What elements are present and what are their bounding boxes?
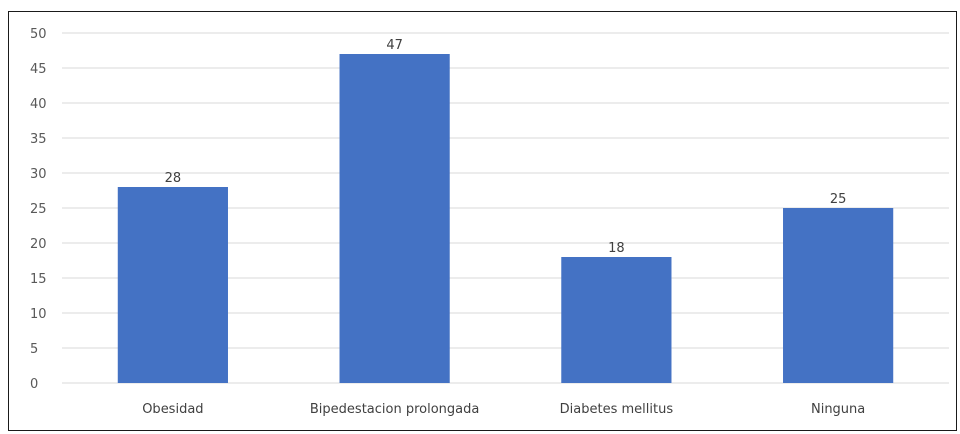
data-label: 28	[165, 171, 182, 186]
data-label: 18	[608, 241, 625, 256]
y-tick-label: 45	[30, 62, 47, 77]
bar	[783, 208, 894, 383]
x-category-label: Ninguna	[811, 402, 865, 417]
x-category-label: Bipedestacion prolongada	[310, 402, 479, 417]
bar	[339, 54, 450, 383]
y-tick-label: 20	[30, 237, 47, 252]
bar	[561, 257, 672, 383]
y-tick-label: 0	[30, 377, 38, 392]
y-tick-label: 50	[30, 27, 47, 42]
x-category-label: Obesidad	[142, 402, 203, 417]
y-tick-label: 5	[30, 342, 38, 357]
y-tick-label: 25	[30, 202, 47, 217]
data-label: 25	[830, 192, 847, 207]
y-tick-label: 15	[30, 272, 47, 287]
y-tick-label: 40	[30, 97, 47, 112]
x-category-label: Diabetes mellitus	[560, 402, 674, 417]
data-label: 47	[386, 38, 403, 53]
y-tick-label: 10	[30, 307, 47, 322]
y-tick-label: 35	[30, 132, 47, 147]
bar	[117, 187, 228, 383]
y-tick-label: 30	[30, 167, 47, 182]
